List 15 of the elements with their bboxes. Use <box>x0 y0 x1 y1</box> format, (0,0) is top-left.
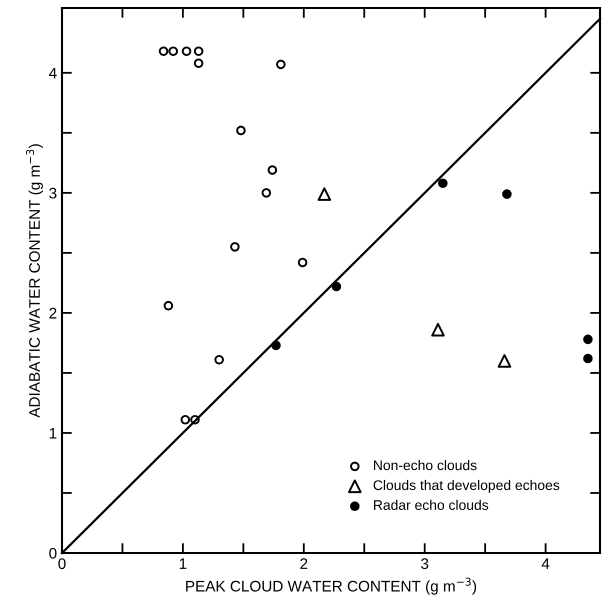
x-tick-label: 3 <box>421 558 428 570</box>
y-tick-label: 4 <box>48 68 57 78</box>
y-tick-label: 0 <box>49 548 57 559</box>
y-tick-label: 2 <box>49 308 56 318</box>
x-tick-label: 4 <box>542 558 550 569</box>
legend-label: Non-echo clouds <box>374 460 477 470</box>
legend-label: Radar echo clouds <box>374 500 488 510</box>
legend-label: Clouds that developed echoes <box>374 480 560 493</box>
x-axis-title: PEAK CLOUD WATER CONTENT (g m$^{−3}$) <box>186 578 476 595</box>
y-tick-label: 1 <box>50 428 56 438</box>
x-tick-label: 2 <box>300 558 308 569</box>
x-tick-label: 1 <box>180 558 186 569</box>
y-tick-label: 3 <box>49 188 56 199</box>
y-axis-title: ADIABATIC WATER CONTENT (g m$^{−3}$) <box>26 144 43 418</box>
x-tick-label: 0 <box>58 558 66 570</box>
